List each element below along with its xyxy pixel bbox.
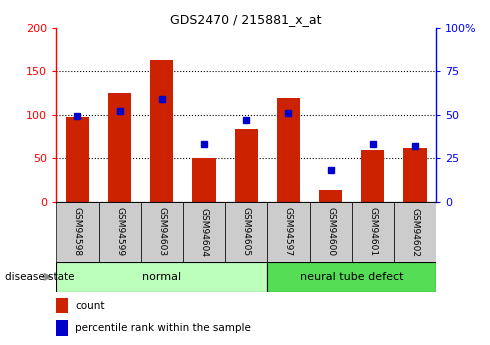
Bar — [193, 158, 216, 202]
Text: GSM94597: GSM94597 — [284, 207, 293, 257]
Text: neural tube defect: neural tube defect — [300, 272, 403, 282]
Bar — [56, 320, 68, 336]
Bar — [310, 202, 352, 262]
Bar — [352, 202, 394, 262]
Text: count: count — [75, 301, 105, 311]
Text: GSM94598: GSM94598 — [73, 207, 82, 257]
Text: GSM94605: GSM94605 — [242, 207, 251, 257]
Bar — [66, 117, 89, 202]
Bar — [98, 202, 141, 262]
Text: GSM94604: GSM94604 — [199, 207, 209, 257]
Bar — [361, 150, 385, 202]
Bar — [394, 202, 436, 262]
Text: percentile rank within the sample: percentile rank within the sample — [75, 323, 251, 333]
Bar — [319, 190, 342, 202]
Bar — [268, 262, 436, 292]
Bar — [183, 202, 225, 262]
Bar — [268, 202, 310, 262]
Bar — [56, 262, 268, 292]
Bar — [150, 60, 173, 202]
Text: GSM94603: GSM94603 — [157, 207, 166, 257]
Bar — [403, 148, 427, 202]
Bar — [277, 98, 300, 202]
Bar — [108, 93, 131, 202]
Text: GSM94601: GSM94601 — [368, 207, 377, 257]
Bar — [56, 298, 68, 313]
Text: GSM94602: GSM94602 — [411, 207, 419, 257]
Title: GDS2470 / 215881_x_at: GDS2470 / 215881_x_at — [171, 13, 322, 27]
Text: normal: normal — [142, 272, 181, 282]
Text: GSM94599: GSM94599 — [115, 207, 124, 257]
Text: GSM94600: GSM94600 — [326, 207, 335, 257]
Bar — [56, 202, 98, 262]
Bar — [141, 202, 183, 262]
Bar — [225, 202, 268, 262]
Bar — [235, 129, 258, 202]
Text: disease state: disease state — [5, 272, 74, 282]
